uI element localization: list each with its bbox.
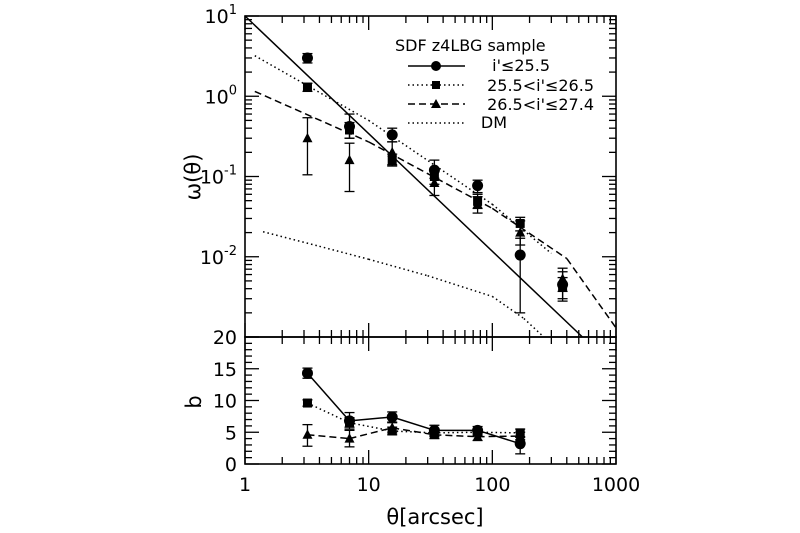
series-line-segment xyxy=(477,435,521,438)
data-point xyxy=(345,125,355,135)
legend-marker-circle xyxy=(431,61,441,71)
bottom-panel: 0 5 10 15 20 1 10 100 1000 xyxy=(213,327,640,496)
series-line-segment xyxy=(349,427,393,440)
y-tick-exponent: 0 xyxy=(229,83,237,98)
legend-marker-triangle xyxy=(431,99,441,108)
y-tick-label: 10 xyxy=(213,391,237,413)
x-tick-label: 1 xyxy=(239,474,251,496)
data-point xyxy=(345,418,355,428)
x-tick-label: 1000 xyxy=(592,474,640,496)
data-point xyxy=(514,438,526,450)
data-point xyxy=(472,198,483,209)
data-point xyxy=(386,411,398,423)
series-line-segment xyxy=(306,372,351,422)
y-tick-label: 5 xyxy=(225,422,237,444)
legend-title: SDF z4LBG sample xyxy=(395,36,546,55)
y-tick-label: 10-2 xyxy=(200,244,237,269)
series-line-segment xyxy=(392,430,435,434)
data-point xyxy=(302,82,312,92)
y-tick-label: 0 xyxy=(225,454,237,476)
data-point xyxy=(386,129,398,141)
fit-line-segment xyxy=(254,55,370,122)
series-line-segment xyxy=(349,416,393,422)
legend-label: DM xyxy=(481,113,507,132)
y-tick-exponent: -1 xyxy=(224,164,237,179)
legend-label: 26.5<i'≤27.4 xyxy=(487,95,594,114)
data-point xyxy=(429,177,440,187)
x-tick-label: 10 xyxy=(357,474,381,496)
fit-line-segment xyxy=(491,203,552,255)
data-point xyxy=(302,132,313,143)
data-point xyxy=(515,227,526,237)
bottom-ylabel: b xyxy=(182,395,206,408)
data-point xyxy=(344,433,355,443)
data-point xyxy=(301,52,313,64)
y-tick-label: 15 xyxy=(213,359,237,381)
fit-line-segment xyxy=(319,245,369,261)
data-point xyxy=(302,398,312,408)
data-point xyxy=(515,430,526,441)
bottom-plot-frame xyxy=(244,336,617,465)
y-tick-label: 100 xyxy=(205,83,237,108)
fit-line-segment xyxy=(368,258,428,277)
fit-line-segment xyxy=(566,258,617,329)
data-point xyxy=(344,154,355,165)
fit-line-segment xyxy=(244,15,583,338)
y-tick-label: 10-1 xyxy=(200,164,237,189)
data-point xyxy=(302,429,313,439)
legend-marker-square xyxy=(432,81,440,89)
series-line-segment xyxy=(307,402,350,424)
fit-line-segment xyxy=(523,317,545,338)
fit-line-segment xyxy=(491,207,568,260)
legend: SDF z4LBG sample i'≤25.5 25.5<i'≤26.5 26… xyxy=(395,36,594,132)
series-line-segment xyxy=(392,427,435,436)
y-tick-label: 101 xyxy=(205,3,237,28)
top-ylabel: ω(θ) xyxy=(181,154,205,201)
legend-label: i'≤25.5 xyxy=(492,56,550,75)
y-tick-label: 20 xyxy=(213,327,237,349)
y-tick-exponent: -2 xyxy=(224,244,237,259)
fit-line-segment xyxy=(427,275,493,298)
series-line-segment xyxy=(391,416,435,432)
x-tick-label: 100 xyxy=(474,474,510,496)
data-point xyxy=(301,367,313,379)
series-line-segment xyxy=(477,429,521,445)
series-line-segment xyxy=(307,434,350,440)
series-line-segment xyxy=(434,434,478,438)
fit-line-segment xyxy=(262,231,320,248)
xlabel: θ[arcsec] xyxy=(386,505,483,529)
series-line-segment xyxy=(434,431,478,434)
y-tick-exponent: 1 xyxy=(229,3,237,18)
data-point xyxy=(557,273,568,283)
data-point xyxy=(429,429,440,439)
data-point xyxy=(472,180,484,192)
legend-label: 25.5<i'≤26.5 xyxy=(487,76,594,95)
data-point xyxy=(387,422,398,432)
fit-line-segment xyxy=(491,295,525,320)
data-point xyxy=(472,431,483,441)
data-point xyxy=(387,146,398,157)
data-point xyxy=(514,249,526,261)
